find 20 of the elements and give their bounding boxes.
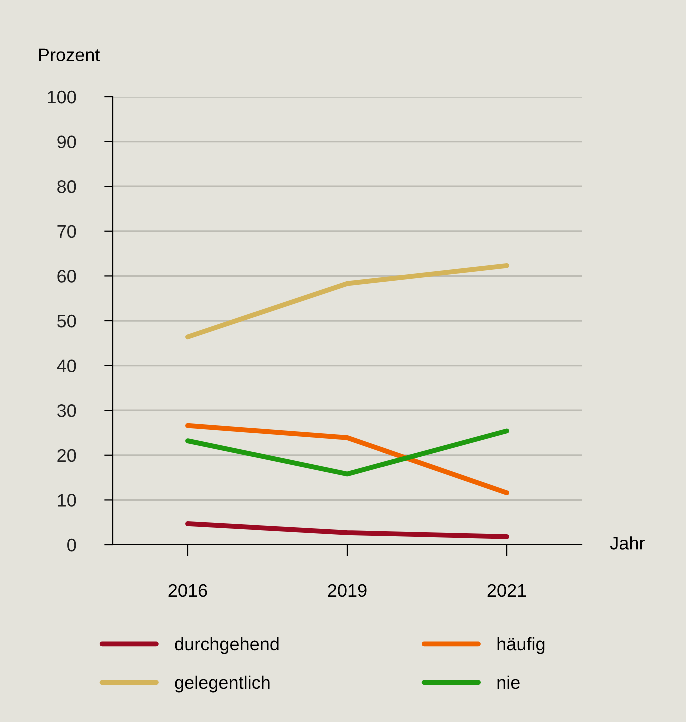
x-tick-label: 2019 <box>328 584 367 598</box>
x-axis-title: Jahr <box>610 536 645 550</box>
y-tick-label: 0 <box>68 538 76 552</box>
legend-label: nie <box>498 676 520 690</box>
x-tick-label: 2021 <box>488 584 526 598</box>
y-tick-label: 30 <box>57 404 76 418</box>
legend-label: häufig <box>498 637 545 654</box>
x-tick-label: 2016 <box>168 584 208 598</box>
y-tick-label: 10 <box>58 494 76 507</box>
y-tick-label: 100 <box>48 90 76 104</box>
y-tick-label: 60 <box>58 270 76 283</box>
y-tick-label: 20 <box>58 449 76 462</box>
legend-label: gelegentlich <box>175 676 270 693</box>
y-tick-label: 50 <box>58 314 76 328</box>
y-tick-label: 40 <box>57 360 76 373</box>
legend-label: durchgehend <box>175 637 279 654</box>
y-axis-title: Prozent <box>39 48 100 62</box>
y-tick-label: 80 <box>58 180 76 194</box>
y-tick-label: 90 <box>58 136 76 149</box>
y-tick-label: 70 <box>58 225 76 238</box>
